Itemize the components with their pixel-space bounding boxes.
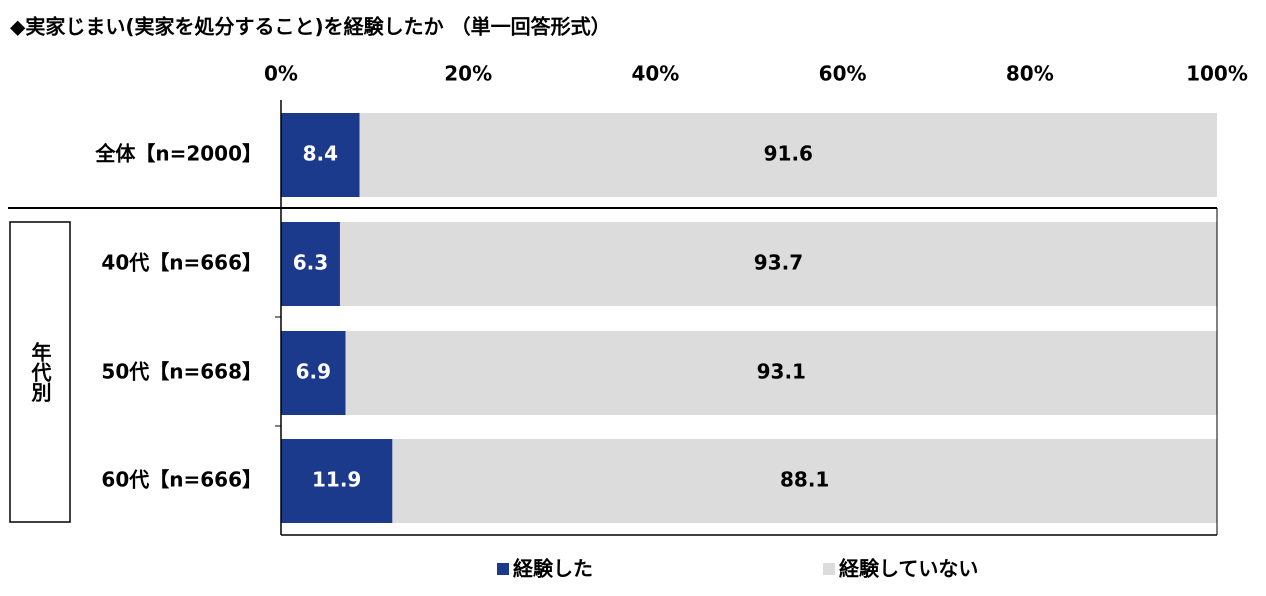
y-tick-label: 60代【n=666】 <box>101 468 262 492</box>
legend-swatch <box>823 563 835 575</box>
value-label: 8.4 <box>303 142 338 166</box>
y-tick-label: 40代【n=666】 <box>101 251 262 275</box>
value-label: 93.7 <box>754 251 803 275</box>
x-tick-label: 40% <box>631 62 679 86</box>
bar-segment <box>359 113 1217 197</box>
group-label: 年代別 <box>28 341 52 403</box>
bar-segment <box>281 222 340 306</box>
legend-label: 経験した <box>513 557 593 581</box>
value-label: 91.6 <box>764 142 813 166</box>
bar-segment <box>281 331 346 415</box>
y-tick-label: 50代【n=668】 <box>101 360 262 384</box>
x-tick-label: 60% <box>819 62 867 86</box>
bar-segment <box>345 331 1218 415</box>
x-tick-label: 80% <box>1006 62 1054 86</box>
value-label: 93.1 <box>757 360 806 384</box>
group-box <box>9 221 71 523</box>
x-tick-label: 0% <box>264 62 298 86</box>
bar-segment <box>392 439 1217 523</box>
chart-title: ◆実家じまい(実家を処分すること)を経験したか （単一回答形式） <box>10 15 611 39</box>
value-label: 6.9 <box>296 360 331 384</box>
x-tick-label: 20% <box>444 62 492 86</box>
legend-label: 経験していない <box>839 557 978 581</box>
y-tick-label: 全体【n=2000】 <box>94 142 262 166</box>
bar-segment <box>281 439 393 523</box>
x-tick-label: 100% <box>1186 62 1248 86</box>
value-label: 11.9 <box>312 468 361 492</box>
legend-swatch <box>497 563 509 575</box>
bar-segment <box>339 222 1217 306</box>
bar-segment <box>281 113 360 197</box>
value-label: 88.1 <box>780 468 829 492</box>
value-label: 6.3 <box>293 251 328 275</box>
